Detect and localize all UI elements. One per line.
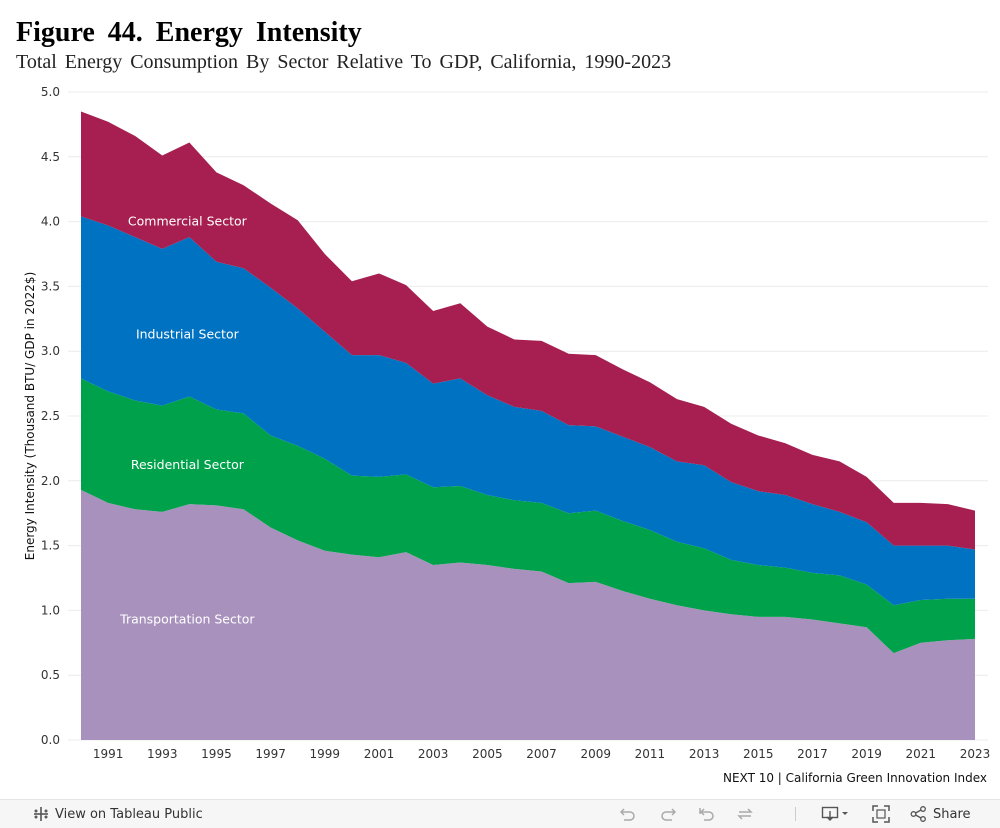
x-tick-label: 2011 [635,747,666,761]
source-credit: NEXT 10 | California Green Innovation In… [723,771,987,785]
series-label: Transportation Sector [119,611,255,626]
refresh-button[interactable] [735,805,755,823]
commercial-sector-area [81,111,975,550]
y-tick-label: 1.5 [41,539,60,553]
fullscreen-button[interactable] [871,805,891,823]
redo-icon [661,808,677,821]
residential-sector-area [81,378,975,654]
revert-icon [699,808,714,821]
toolbar-divider [795,807,796,821]
tableau-icon [34,807,48,821]
x-tick-label: 2003 [418,747,449,761]
chart-title: Figure 44. Energy Intensity [16,17,362,48]
y-tick-label: 0.5 [41,668,60,682]
x-tick-label: 2021 [906,747,937,761]
undo-icon [619,808,635,821]
x-tick-label: 2005 [472,747,503,761]
x-tick-label: 2017 [797,747,828,761]
x-tick-label: 2015 [743,747,774,761]
y-tick-label: 5.0 [41,85,60,99]
series-label: Commercial Sector [128,214,248,229]
y-tick-label: 0.0 [41,733,60,747]
x-tick-label: 1993 [147,747,178,761]
x-tick-label: 1999 [310,747,341,761]
view-on-tableau-link[interactable]: View on Tableau Public [33,806,203,822]
y-tick-label: 1.0 [41,603,60,617]
tableau-toolbar: View on Tableau Public Share [0,799,1000,828]
x-tick-label: 2019 [851,747,882,761]
share-icon [910,806,926,822]
x-tick-label: 1991 [93,747,124,761]
x-tick-label: 1995 [201,747,232,761]
refresh-icon [737,808,753,820]
x-tick-label: 2009 [580,747,611,761]
y-axis-label: Energy Intensity (Thousand BTU/ GDP in 2… [23,272,37,560]
view-on-tableau-label: View on Tableau Public [55,806,203,822]
fullscreen-icon [872,805,890,823]
x-tick-label: 2023 [960,747,991,761]
y-tick-label: 4.5 [41,150,60,164]
y-tick-label: 4.0 [41,215,60,229]
y-tick-label: 2.5 [41,409,60,423]
transportation-sector-area [81,489,975,740]
industrial-sector-area [81,216,975,606]
x-tick-label: 2001 [364,747,395,761]
series-label: Industrial Sector [136,326,240,341]
x-tick-label: 2013 [689,747,720,761]
series-label: Residential Sector [131,457,245,472]
redo-button[interactable] [658,805,678,823]
x-tick-label: 1997 [255,747,286,761]
share-label: Share [933,806,971,822]
energy-intensity-chart: 0.0 0.5 1.0 1.5 2.0 2.5 3.0 3.5 4.0 4.5 5.0 1991 199… [23,85,991,761]
download-icon [821,806,848,821]
y-tick-label: 3.0 [41,344,60,358]
x-tick-label: 2007 [526,747,557,761]
chart-subtitle: Total Energy Consumption By Sector Relat… [16,51,672,73]
undo-button[interactable] [618,805,638,823]
share-button[interactable]: Share [910,806,971,822]
y-tick-label: 3.5 [41,279,60,293]
revert-button[interactable] [697,805,717,823]
y-tick-label: 2.0 [41,474,60,488]
download-button[interactable] [820,805,852,823]
